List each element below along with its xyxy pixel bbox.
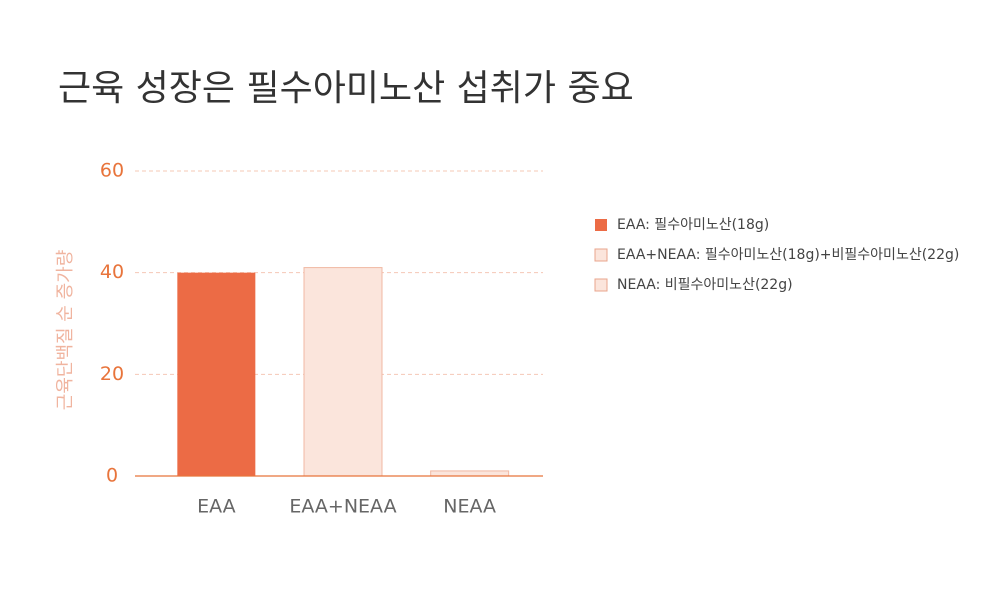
legend-swatch [595, 219, 607, 231]
y-tick-label: 20 [100, 363, 124, 385]
legend-swatch [594, 248, 608, 262]
y-tick-label: 40 [100, 261, 124, 283]
bar [177, 272, 256, 476]
legend-swatch [594, 278, 608, 292]
x-tick-label: EAA+NEAA [289, 496, 396, 518]
x-tick-label: EAA [197, 496, 236, 518]
y-axis-label: 근육단백질 순 증가량 [55, 250, 76, 410]
x-tick-label: NEAA [443, 496, 496, 518]
legend-label: EAA: 필수아미노산(18g) [617, 217, 769, 233]
legend-label: EAA+NEAA: 필수아미노산(18g)+비필수아미노산(22g) [617, 247, 959, 263]
legend-label: NEAA: 비필수아미노산(22g) [617, 277, 793, 293]
y-tick-label: 0 [106, 465, 118, 487]
y-tick-label: 60 [100, 160, 124, 182]
bar [430, 470, 510, 477]
chart-title: 근육 성장은 필수아미노산 섭취가 중요 [58, 68, 634, 109]
bar [303, 267, 383, 477]
